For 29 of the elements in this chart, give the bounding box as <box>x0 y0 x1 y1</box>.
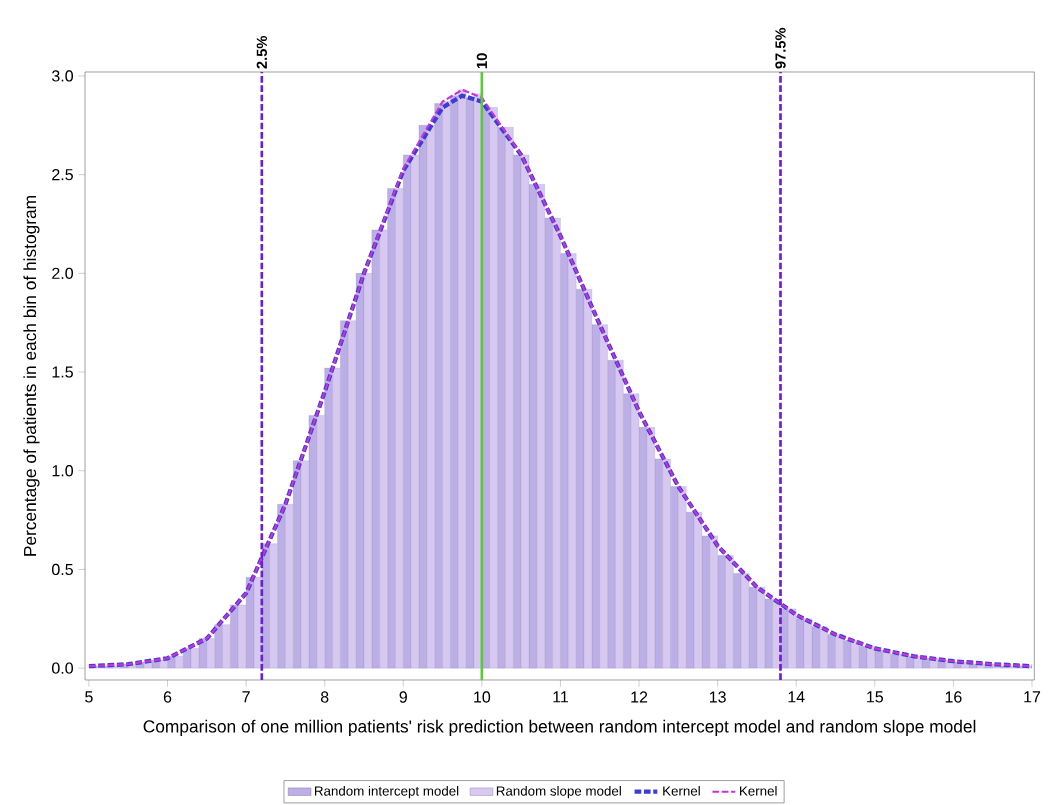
y-tick-label: 1.5 <box>52 366 73 378</box>
x-tick-label: 16 <box>945 691 962 703</box>
x-tick-label: 11 <box>553 691 568 703</box>
x-tick-label: 12 <box>631 691 648 703</box>
x-tick-label: 17 <box>1024 691 1041 703</box>
y-tick-label: 0.0 <box>52 662 74 674</box>
x-tick-label: 9 <box>399 691 407 703</box>
y-axis-title: Percentage of patients in each bin of histogram <box>23 196 40 556</box>
ref-line-label: 10 <box>476 53 488 69</box>
x-tick-label: 7 <box>242 691 250 703</box>
legend-label: Kernel <box>740 785 777 796</box>
x-axis-title: Comparison of one million patients' risk prediction between random intercept model and random slope model <box>143 719 976 736</box>
legend-label: Kernel <box>663 785 700 796</box>
x-tick-label: 8 <box>320 691 329 703</box>
annotation: 97.5% <box>775 27 786 69</box>
y-tick-label: 0.5 <box>52 563 73 576</box>
legend-label: Random slope model <box>496 785 621 799</box>
x-tick-label: 5 <box>85 691 93 703</box>
y-tick-label: 2.5 <box>52 168 73 181</box>
x-tick-label: 10 <box>474 691 491 703</box>
x-tick-label: 6 <box>163 691 172 703</box>
x-tick-label: 15 <box>867 691 884 703</box>
x-tick-label: 14 <box>788 691 805 703</box>
y-tick-label: 2.0 <box>52 267 74 279</box>
annotation: 2.5% <box>256 36 268 69</box>
y-tick-label: 1.0 <box>52 465 74 477</box>
y-tick-label: 3.0 <box>51 70 74 82</box>
legend-label: Random intercept model <box>315 785 459 799</box>
x-tick-label: 13 <box>709 691 726 703</box>
